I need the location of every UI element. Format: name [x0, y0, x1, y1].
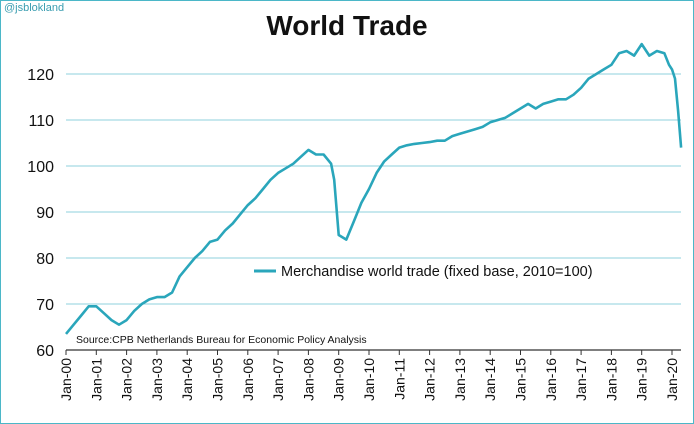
x-tick-label: Jan-13: [452, 358, 468, 401]
series-line: [64, 42, 683, 335]
x-axis: Jan-00 Jan-01 Jan-02 Jan-03 Jan-04 Jan-05 Jan-…: [58, 349, 681, 401]
x-tick-label: Jan-17: [573, 358, 589, 401]
x-tick-label: Jan-20: [664, 358, 680, 401]
x-tick-label: Jan-07: [270, 358, 286, 401]
x-tick-label: Jan-15: [513, 358, 529, 401]
x-tick-label: Jan-12: [422, 358, 438, 401]
x-tick-label: Jan-19: [634, 358, 650, 401]
watermark: @jsblokland: [4, 2, 65, 14]
x-tick-label: Jan-05: [210, 358, 226, 401]
y-tick-label: 60: [36, 343, 54, 360]
x-tick-label: Jan-11: [391, 358, 407, 400]
x-tick-label: Jan-06: [240, 358, 256, 401]
x-tick-label: Jan-08: [300, 358, 316, 401]
x-tick-label: Jan-18: [603, 358, 619, 401]
legend-label: Merchandise world trade (fixed base, 201…: [281, 264, 593, 280]
y-tick-label: 70: [36, 297, 54, 314]
y-tick-label: 120: [27, 67, 54, 84]
gridlines: [66, 73, 681, 305]
x-tick-label: Jan-16: [543, 358, 559, 401]
x-tick-label: Jan-02: [119, 358, 135, 401]
x-tick-label: Jan-00: [58, 358, 74, 401]
y-axis-ticks: 60 70 80 90 100 110 120: [27, 67, 54, 360]
source-note: Source:CPB Netherlands Bureau for Econom…: [76, 334, 367, 346]
x-tick-label: Jan-01: [88, 358, 104, 401]
x-tick-label: Jan-14: [482, 358, 498, 401]
x-tick-label: Jan-03: [149, 358, 165, 401]
y-tick-label: 80: [36, 251, 54, 268]
x-tick-label: Jan-04: [179, 358, 195, 401]
x-tick-label: Jan-09: [331, 358, 347, 401]
y-tick-label: 110: [28, 113, 54, 130]
legend: Merchandise world trade (fixed base, 201…: [254, 264, 593, 280]
chart-title: World Trade: [266, 10, 428, 41]
series-lines: [64, 42, 683, 335]
x-tick-label: Jan-10: [361, 358, 377, 401]
y-tick-label: 90: [36, 205, 54, 222]
y-tick-label: 100: [27, 159, 54, 176]
